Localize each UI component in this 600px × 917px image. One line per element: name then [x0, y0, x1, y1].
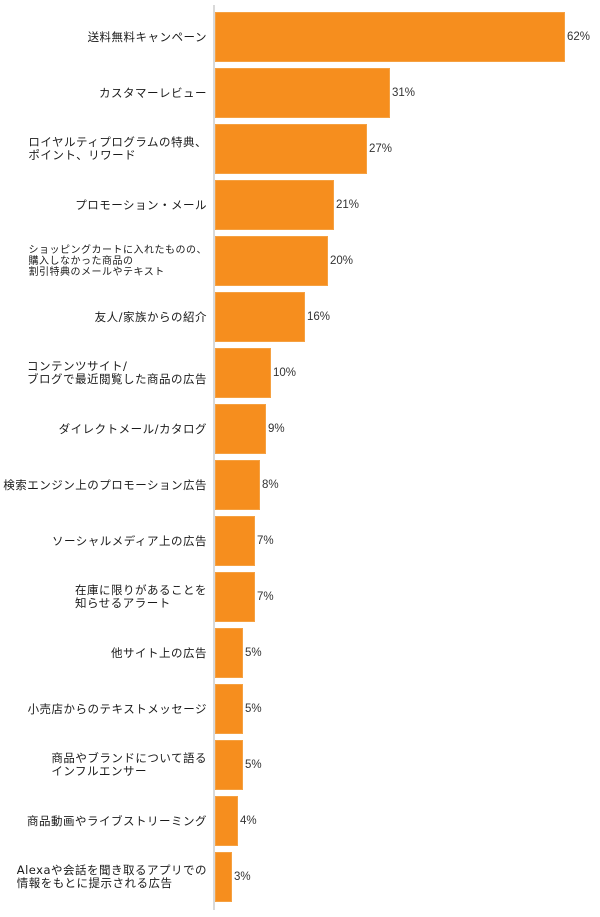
- bar-row: コンテンツサイト/ ブログで最近閲覧した商品の広告 10%: [0, 348, 600, 398]
- value-label: 31%: [392, 87, 416, 99]
- value-label: 62%: [567, 31, 591, 43]
- bar: [215, 404, 266, 454]
- value-label: 3%: [234, 871, 251, 883]
- category-label: ソーシャルメディア上の広告: [52, 533, 207, 548]
- bar-row: ロイヤルティプログラムの特典、 ポイント、リワード 27%: [0, 124, 600, 174]
- category-label: 商品動画やライブストリーミング: [27, 813, 207, 828]
- bar: [215, 12, 565, 62]
- value-label: 27%: [369, 143, 393, 155]
- bar: [215, 740, 243, 790]
- value-label: 20%: [330, 255, 354, 267]
- category-label: コンテンツサイト/ ブログで最近閲覧した商品の広告: [27, 359, 207, 386]
- bar-row: 小売店からのテキストメッセージ 5%: [0, 684, 600, 734]
- category-label: プロモーション・メール: [75, 197, 207, 212]
- value-label: 5%: [245, 703, 262, 715]
- bar: [215, 68, 390, 118]
- bar: [215, 516, 255, 566]
- bar-row: 在庫に限りがあることを 知らせるアラート 7%: [0, 572, 600, 622]
- value-label: 16%: [307, 311, 331, 323]
- bar-row: 商品動画やライブストリーミング 4%: [0, 796, 600, 846]
- bar-row: ソーシャルメディア上の広告 7%: [0, 516, 600, 566]
- bar-row: 検索エンジン上のプロモーション広告 8%: [0, 460, 600, 510]
- category-label: 商品やブランドについて語る インフルエンサー: [51, 751, 207, 778]
- bar: [215, 348, 271, 398]
- value-label: 21%: [336, 199, 360, 211]
- bar: [215, 180, 334, 230]
- bar-row: 送料無料キャンペーン 62%: [0, 12, 600, 62]
- bar-row: ダイレクトメール/カタログ 9%: [0, 404, 600, 454]
- bar-row: プロモーション・メール 21%: [0, 180, 600, 230]
- category-label: ショッピングカートに入れたものの、 購入しなかった商品の 割引特典のメールやテキ…: [28, 244, 207, 278]
- bar-row: 他サイト上の広告 5%: [0, 628, 600, 678]
- bar: [215, 796, 238, 846]
- category-label: 送料無料キャンペーン: [87, 29, 207, 44]
- category-label: 小売店からのテキストメッセージ: [27, 701, 207, 716]
- bar-row: ショッピングカートに入れたものの、 購入しなかった商品の 割引特典のメールやテキ…: [0, 236, 600, 286]
- value-label: 4%: [240, 815, 257, 827]
- category-label: 他サイト上の広告: [111, 645, 207, 660]
- bar-row: Alexaや会話を聞き取るアプリでの 情報をもとに提示される広告 3%: [0, 852, 600, 902]
- value-label: 5%: [245, 647, 262, 659]
- category-label: Alexaや会話を聞き取るアプリでの 情報をもとに提示される広告: [16, 863, 207, 890]
- bar-row: カスタマーレビュー 31%: [0, 68, 600, 118]
- bar: [215, 236, 328, 286]
- value-label: 10%: [273, 367, 297, 379]
- value-label: 5%: [245, 759, 262, 771]
- bar: [215, 292, 305, 342]
- bar: [215, 852, 232, 902]
- value-label: 7%: [257, 591, 274, 603]
- value-label: 9%: [268, 423, 285, 435]
- bar: [215, 460, 260, 510]
- category-label: 在庫に限りがあることを 知らせるアラート: [75, 583, 207, 610]
- category-label: カスタマーレビュー: [99, 85, 207, 100]
- category-label: ロイヤルティプログラムの特典、 ポイント、リワード: [28, 135, 207, 162]
- bar: [215, 684, 243, 734]
- bar: [215, 572, 255, 622]
- value-label: 8%: [262, 479, 279, 491]
- category-label: 検索エンジン上のプロモーション広告: [3, 477, 207, 492]
- bar: [215, 628, 243, 678]
- bar-row: 友人/家族からの紹介 16%: [0, 292, 600, 342]
- bar-row: 商品やブランドについて語る インフルエンサー 5%: [0, 740, 600, 790]
- y-axis-line: [213, 5, 215, 910]
- bar: [215, 124, 367, 174]
- category-label: ダイレクトメール/カタログ: [58, 421, 207, 436]
- value-label: 7%: [257, 535, 274, 547]
- category-label: 友人/家族からの紹介: [94, 309, 207, 324]
